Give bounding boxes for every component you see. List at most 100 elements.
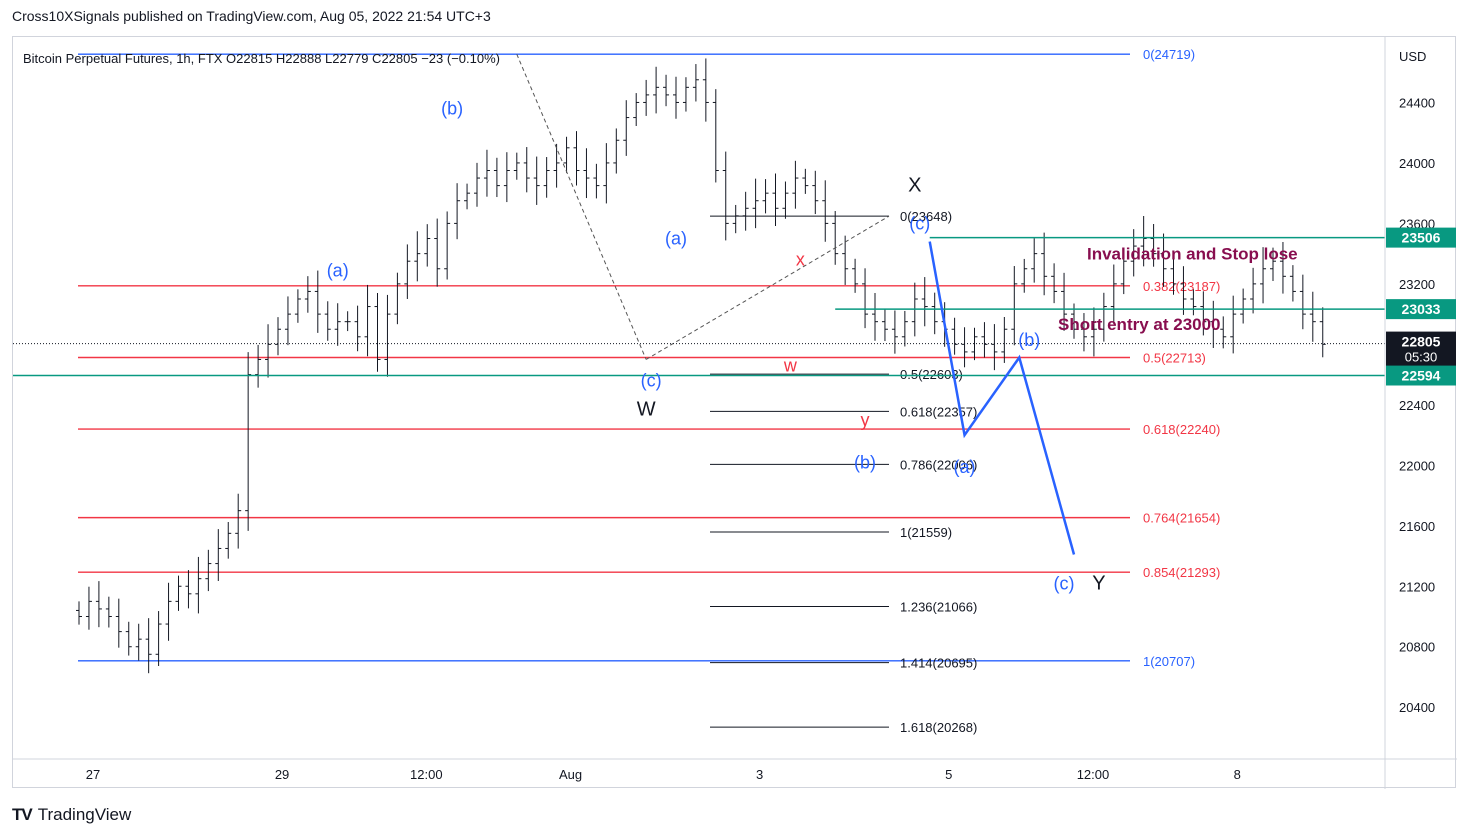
price-bar: [394, 272, 401, 325]
price-bar: [225, 521, 232, 559]
price-bar: [891, 310, 898, 354]
price-bar: [195, 556, 202, 614]
price-bar: [513, 152, 520, 180]
price-bar: [1220, 316, 1227, 349]
fib-level-label: 1.236(21066): [900, 600, 977, 615]
price-bar: [623, 100, 630, 156]
wave-label: w: [783, 356, 798, 376]
price-bar: [424, 224, 431, 267]
price-bar: [185, 570, 192, 609]
price-chart[interactable]: 0(24719) 1(20707) 0.382(23187) 0.5(22713) 0.…: [13, 37, 1457, 789]
price-bar: [95, 581, 102, 628]
price-bar: [951, 317, 958, 355]
time-axis-layer: 27 29 12:00 Aug 3 5 12:00 8: [13, 758, 1457, 782]
price-bar: [275, 317, 281, 356]
price-bar: [1011, 266, 1018, 346]
price-tag: [1386, 299, 1456, 320]
price-tag: [1386, 331, 1456, 366]
price-bar: [444, 211, 451, 280]
wave-label: W: [637, 398, 656, 420]
price-tick-label: 24400: [1399, 95, 1435, 110]
price-bar: [1309, 291, 1316, 342]
price-bar: [235, 493, 242, 549]
price-bar: [364, 284, 371, 357]
price-tick-label: 21600: [1399, 519, 1435, 534]
candles-layer: [76, 58, 1326, 674]
time-tick-label: 8: [1234, 767, 1241, 782]
price-bar: [752, 178, 759, 229]
price-bar: [842, 235, 849, 285]
price-bar: [991, 324, 998, 371]
price-bar: [692, 64, 699, 102]
price-bar: [334, 303, 341, 346]
price-bar: [165, 582, 172, 641]
price-bar: [583, 148, 590, 199]
wave-label: X: [908, 175, 921, 197]
tradingview-brand: TradingView: [37, 805, 132, 824]
annotation-invalidation: Invalidation and Stop lose: [1087, 245, 1298, 264]
price-bar: [474, 162, 480, 207]
fib-level-label: 0(23648): [900, 209, 952, 224]
fib-level-label: 0.618(22357): [900, 404, 977, 419]
fib-level-label: 0.5(22603): [900, 367, 963, 382]
dashed-trendline: [516, 54, 647, 360]
price-bar: [304, 276, 311, 313]
price-tick-label: 22400: [1399, 398, 1435, 413]
price-bar: [404, 244, 411, 299]
price-bar: [155, 611, 162, 666]
price-bar: [881, 308, 888, 342]
time-tick-label: Aug: [559, 767, 582, 782]
price-bar: [702, 58, 709, 122]
wave-label: (c): [641, 371, 662, 391]
wave-label: (a): [327, 260, 349, 280]
price-bar: [1190, 289, 1197, 316]
drawings-layer: Invalidation and Stop lose Short entry at…: [13, 54, 1385, 555]
price-bar: [454, 183, 461, 240]
price-bar: [1270, 247, 1276, 282]
price-bar: [493, 157, 500, 198]
price-bar: [971, 327, 978, 361]
price-bar: [1120, 249, 1127, 295]
wave-label: (c): [1054, 573, 1075, 593]
time-tick-label: 12:00: [410, 767, 443, 782]
price-bar: [324, 301, 331, 341]
wave-label: (c): [909, 213, 930, 233]
price-bar: [1100, 292, 1107, 342]
price-bar: [682, 77, 689, 112]
price-tag-countdown: 05:30: [1405, 350, 1438, 365]
price-bar: [125, 621, 132, 656]
chart-panel[interactable]: 0(24719) 1(20707) 0.382(23187) 0.5(22713) 0.…: [12, 36, 1457, 789]
price-bar: [712, 89, 719, 183]
price-bar: [434, 218, 441, 287]
price-bar: [1160, 233, 1167, 287]
price-bar: [135, 623, 142, 661]
annotation-short-entry: Short entry at 23000: [1058, 315, 1221, 334]
price-bar: [862, 268, 869, 329]
price-bar: [76, 601, 82, 625]
fib-levels-layer: 0(23648) 0.5(22603) 0.618(22357) 0.786(2200…: [710, 209, 977, 735]
price-tag-label: 23033: [1402, 301, 1441, 317]
price-bar: [762, 179, 769, 214]
wave-label: (b): [441, 99, 463, 119]
price-bar: [105, 596, 112, 628]
price-tag: [1386, 365, 1456, 386]
price-bar: [1260, 247, 1267, 304]
wave-label: x: [796, 250, 805, 270]
price-bar: [215, 529, 222, 581]
symbol-info: Bitcoin Perpetual Futures, 1h, FTX O2281…: [23, 51, 500, 66]
price-tag-label: 23506: [1402, 230, 1441, 246]
price-bar: [1031, 238, 1038, 283]
price-bar: [852, 258, 859, 293]
tradingview-footer[interactable]: TV TradingView: [12, 805, 131, 825]
price-bar: [663, 74, 670, 107]
time-tick-label: 27: [86, 767, 100, 782]
price-bar: [1080, 313, 1087, 352]
price-bar: [1230, 295, 1237, 354]
price-bar: [961, 327, 968, 368]
price-bar: [653, 66, 660, 114]
reference-line-label: 1(20707): [1143, 654, 1195, 669]
time-tick-label: 12:00: [1077, 767, 1110, 782]
wave-label: y: [861, 410, 870, 430]
price-tick-label: 23200: [1399, 277, 1435, 292]
price-tag-label: 22594: [1402, 367, 1441, 383]
